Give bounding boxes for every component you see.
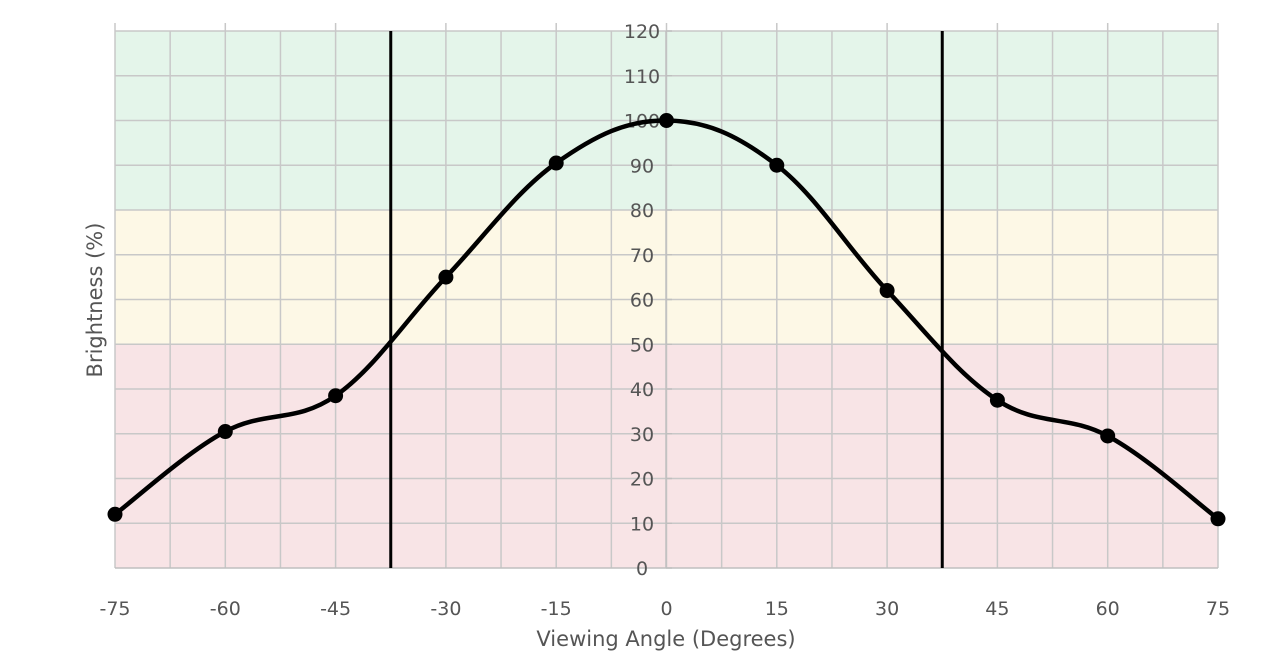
y-tick-label: 120 [624,21,660,43]
data-points [107,113,1226,527]
data-point [1100,428,1116,444]
x-tick-label: -75 [99,598,130,620]
data-point [328,388,344,404]
y-tick-label: 90 [630,155,654,177]
data-point [1210,511,1226,527]
x-tick-label: -45 [320,598,351,620]
y-axis-title: Brightness (%) [83,223,107,378]
x-tick-label: 60 [1096,598,1120,620]
y-tick-label: 40 [630,379,654,401]
x-tick-label: 75 [1206,598,1230,620]
data-point [548,155,564,171]
y-tick-label: 30 [630,424,654,446]
x-tick-labels: -75 -60 -45 -30 -15 0 15 30 45 60 75 [99,598,1230,620]
data-point [217,424,233,440]
y-tick-label: 50 [630,334,654,356]
y-tick-label: 60 [630,290,654,312]
data-point [989,392,1005,408]
x-tick-label: 0 [660,598,672,620]
reference-lines [389,31,944,568]
y-tick-label: 0 [636,558,648,580]
data-point [438,269,454,285]
x-tick-label: 15 [765,598,789,620]
y-tick-label: 80 [630,200,654,222]
x-tick-label: 45 [985,598,1009,620]
y-tick-label: 20 [630,469,654,491]
x-tick-label: -30 [430,598,461,620]
data-point [769,157,785,173]
y-tick-label: 70 [630,245,654,267]
data-point [659,113,674,128]
x-tick-label: 30 [875,598,899,620]
grid-lines [114,23,1219,569]
x-tick-label: -15 [541,598,572,620]
x-tick-label: -60 [210,598,241,620]
data-point [107,506,123,522]
data-point [879,283,895,299]
y-tick-label: 10 [630,513,654,535]
y-tick-label: 110 [624,66,660,88]
x-axis-title: Viewing Angle (Degrees) [536,627,795,651]
